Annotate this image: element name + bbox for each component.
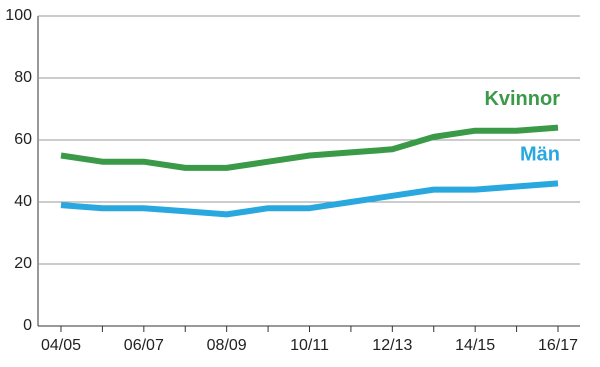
series-label: Kvinnor bbox=[484, 88, 560, 110]
x-tick-label: 14/15 bbox=[455, 337, 495, 354]
y-tick-label: 60 bbox=[14, 131, 32, 148]
y-tick-label: 0 bbox=[23, 317, 32, 334]
x-tick-label: 10/11 bbox=[290, 337, 329, 354]
series-label: Män bbox=[520, 144, 560, 166]
y-tick-label: 40 bbox=[14, 193, 32, 210]
x-tick-label: 06/07 bbox=[124, 337, 164, 354]
y-tick-label: 20 bbox=[14, 255, 32, 272]
x-tick-label: 04/05 bbox=[41, 337, 81, 354]
line bbox=[60, 124, 559, 171]
x-tick-label: 16/17 bbox=[538, 337, 578, 354]
y-tick-label: 80 bbox=[14, 69, 32, 86]
x-tick-label: 12/13 bbox=[372, 337, 412, 354]
x-tick-label: 08/09 bbox=[207, 337, 247, 354]
y-tick-label: 100 bbox=[5, 7, 32, 24]
line bbox=[60, 180, 559, 218]
